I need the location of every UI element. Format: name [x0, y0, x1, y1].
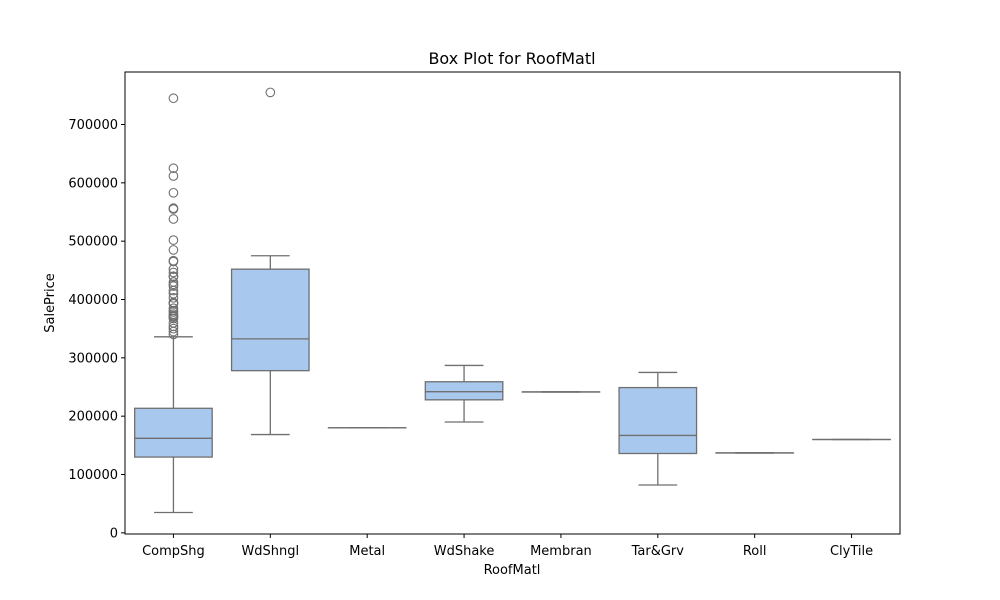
chart-title: Box Plot for RoofMatl [428, 49, 595, 68]
y-tick-label: 600000 [68, 176, 118, 191]
y-tick-label: 700000 [68, 118, 118, 133]
x-tick-label: Tar&Grv [631, 544, 685, 559]
outlier-point [168, 256, 179, 267]
outlier-point [168, 272, 179, 282]
x-tick-label: CompShg [142, 544, 205, 559]
outlier-point [168, 171, 179, 181]
outlier-point [168, 329, 179, 340]
outlier-point [168, 93, 179, 104]
plot-frame [124, 71, 901, 535]
x-tick-label: WdShake [434, 544, 495, 559]
y-tick-label: 400000 [68, 293, 118, 308]
outlier-point [168, 163, 179, 174]
outlier-point [168, 267, 179, 278]
y-tick-label: 100000 [68, 468, 118, 483]
box-group-wdshake [424, 364, 504, 423]
outlier-point [168, 235, 179, 245]
iqr-box [618, 386, 698, 455]
outlier-point [168, 326, 179, 337]
box-group-wdshngl [230, 87, 310, 436]
outlier-point [168, 292, 179, 303]
outlier-point [168, 245, 179, 255]
y-tick-label: 300000 [68, 351, 118, 366]
y-tick-label: 500000 [68, 235, 118, 250]
y-tick-label: 200000 [68, 410, 118, 425]
outlier-point [168, 313, 179, 324]
y-axis: 0 100000 200000 300000 400000 500000 600000 700… [68, 118, 125, 541]
box-group-compshg [134, 93, 213, 514]
outlier-point [168, 214, 179, 224]
outlier-point [168, 281, 179, 291]
box-group-tar-grv [618, 371, 698, 486]
outlier-point [168, 323, 179, 334]
outlier-point [168, 264, 179, 275]
x-tick-label: ClyTile [830, 544, 873, 559]
iqr-box [424, 381, 504, 401]
x-axis-title: RoofMatl [484, 563, 541, 578]
iqr-box [134, 407, 213, 458]
outlier-point [265, 87, 276, 98]
outlier-point [168, 285, 179, 296]
outlier-point [168, 187, 179, 198]
x-tick-label: WdShngl [241, 544, 299, 559]
x-axis: CompShg WdShngl Metal WdShake Membran Tar&Grv… [142, 534, 873, 559]
y-tick-label: 0 [110, 526, 118, 541]
x-tick-label: Roll [743, 544, 767, 559]
outlier-point [168, 204, 179, 214]
iqr-box [230, 268, 310, 372]
plot-area [134, 87, 891, 514]
x-tick-label: Membran [530, 544, 592, 559]
x-tick-label: Metal [349, 544, 385, 559]
y-axis-title: SalePrice [43, 273, 58, 333]
